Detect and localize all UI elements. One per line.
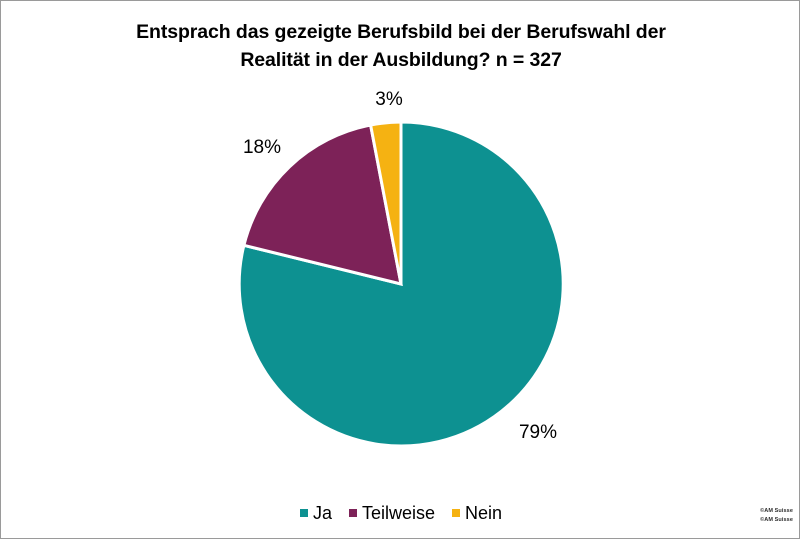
copyright-credits: ©AM Suisse ©AM Suisse [760, 507, 793, 524]
pie-slice-teilweise[interactable] [242, 123, 403, 287]
copyright-line-2: ©AM Suisse [760, 516, 793, 523]
pie-chart-svg [237, 120, 565, 448]
legend-swatch-icon-teilweise [348, 509, 357, 517]
legend-item-teilweise[interactable]: Teilweise [348, 503, 435, 523]
legend-item-ja[interactable]: Ja [299, 503, 332, 523]
legend-swatch-icon-ja [299, 509, 308, 517]
copyright-line-1: ©AM Suisse [760, 508, 793, 514]
pie-value-label-teilweise: 18% [242, 137, 282, 158]
pie-value-label-nein: 3% [375, 89, 403, 110]
pie-slice-nein[interactable] [368, 120, 403, 285]
chart-title: Entsprach das gezeigte Berufsbild bei de… [71, 19, 731, 74]
chart-title-line-1: Entsprach das gezeigte Berufsbild bei de… [136, 21, 666, 43]
legend-label-nein: Nein [465, 503, 503, 523]
chart-legend: Ja Teilweise Nein [1, 503, 799, 523]
legend-label-teilweise: Teilweise [361, 503, 435, 523]
legend-swatch-icon-nein [452, 509, 460, 517]
legend-label-ja: Ja [312, 503, 332, 523]
pie-value-label-ja: 79% [518, 422, 558, 443]
chart-title-line-2: Realität in der Ausbildung? n = 327 [240, 48, 562, 71]
legend-item-nein[interactable]: Nein [452, 504, 502, 522]
